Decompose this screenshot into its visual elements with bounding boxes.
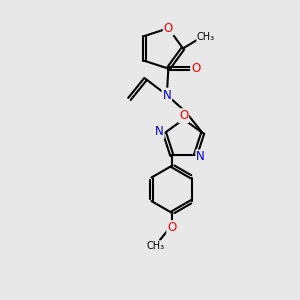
Text: N: N (155, 125, 164, 138)
Text: O: O (167, 221, 176, 234)
Text: N: N (196, 150, 205, 164)
Text: CH₃: CH₃ (197, 32, 215, 42)
Text: O: O (164, 22, 173, 35)
Text: O: O (179, 109, 188, 122)
Text: CH₃: CH₃ (147, 241, 165, 251)
Text: N: N (163, 88, 171, 102)
Text: O: O (191, 62, 200, 75)
